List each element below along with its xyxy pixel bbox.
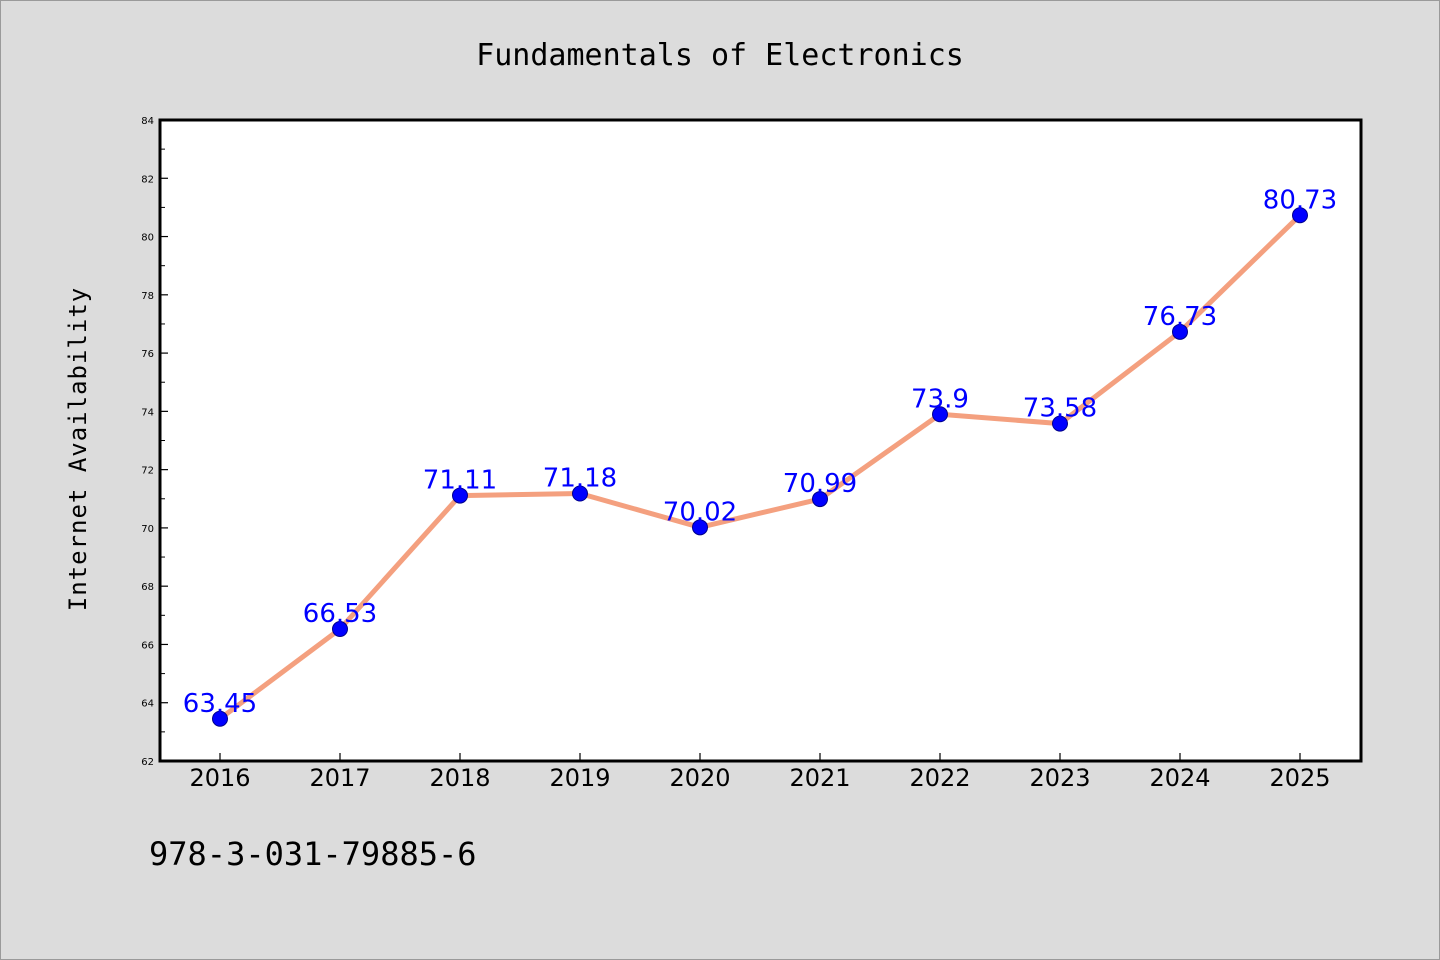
y-tick-label: 80 [141,233,154,244]
y-tick-label: 78 [141,291,154,302]
data-point [812,491,828,508]
data-point [1292,207,1308,224]
plot-area [160,120,1361,761]
x-axis-ticks: 2016 2017 2018 2019 2020 2021 2022 2023 2024 2025 [189,753,1331,792]
data-point [212,710,228,727]
data-label: 71.11 [423,466,497,496]
x-tick-label: 2016 [189,764,250,792]
y-tick-label: 76 [141,349,154,360]
data-point [1172,323,1188,340]
y-tick-label: 72 [141,466,154,477]
plot-frame [158,118,1363,763]
data-label: 73.9 [911,384,969,414]
data-label: 76.73 [1143,302,1217,332]
y-tick-label: 82 [141,174,154,185]
isbn-text: 978-3-031-79885-6 [149,835,477,873]
y-tick-label: 62 [141,757,154,768]
data-point [332,621,348,638]
data-point [932,406,948,423]
x-tick-label: 2025 [1269,764,1330,792]
data-point [452,487,468,504]
y-tick-label: 70 [141,524,154,535]
data-label: 63.45 [183,689,257,719]
data-label: 80.73 [1263,185,1337,215]
x-tick-label: 2023 [1029,764,1090,792]
y-tick-label: 68 [141,582,154,593]
chart-title: Fundamentals of Electronics [476,38,964,73]
x-tick-label: 2022 [909,764,970,792]
data-label: 71.18 [543,464,617,494]
y-tick-label: 64 [141,699,154,710]
data-point [572,485,588,502]
data-point [692,519,708,536]
x-tick-label: 2019 [549,764,610,792]
series-line [218,213,1302,721]
x-tick-label: 2020 [669,764,730,792]
x-tick-label: 2017 [309,764,370,792]
y-axis-label: Internet Availability [64,287,92,611]
x-tick-label: 2021 [789,764,850,792]
y-tick-label: 74 [141,407,154,418]
data-label: 70.02 [663,497,737,527]
data-label: 73.58 [1023,394,1097,424]
y-tick-label: 84 [141,116,154,127]
data-point [1052,415,1068,432]
data-label: 70.99 [783,469,857,499]
data-labels: 63.45 66.53 71.11 71.18 70.02 70.99 73.9 73.58 7… [183,185,1337,718]
x-tick-label: 2024 [1149,764,1210,792]
y-axis-ticks: 62 64 66 68 70 72 74 76 78 80 82 84 [141,116,168,768]
x-tick-label: 2018 [429,764,490,792]
data-label: 66.53 [303,599,377,629]
y-tick-label: 66 [141,640,154,651]
data-markers [212,207,1308,727]
